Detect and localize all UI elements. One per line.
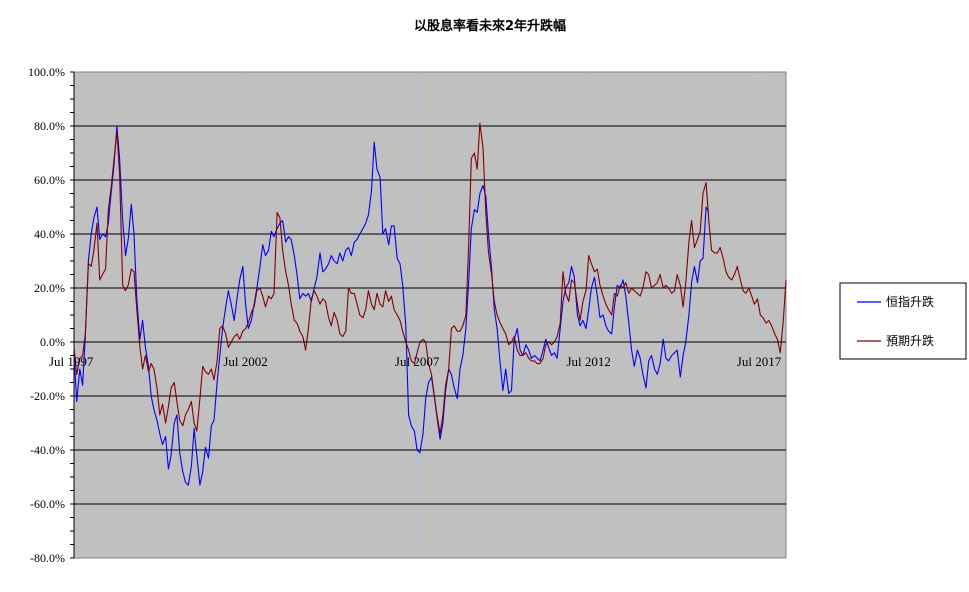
- y-tick-label: 20.0%: [34, 281, 65, 295]
- y-tick-label: -40.0%: [30, 443, 65, 457]
- y-tick-label: 80.0%: [34, 119, 65, 133]
- series-layer: [73, 122, 787, 486]
- y-tick-label: 100.0%: [28, 65, 65, 79]
- x-tick-label: Jul 2017: [737, 354, 782, 369]
- plot-area: [73, 71, 787, 559]
- legend-box: [839, 282, 967, 360]
- x-tick-label: Jul 2012: [566, 354, 610, 369]
- y-tick-label: 40.0%: [34, 227, 65, 241]
- series-line-hsi: [73, 125, 710, 486]
- legend-label-expected: 預期升跌: [886, 333, 934, 348]
- y-tick-label: -20.0%: [30, 389, 65, 403]
- x-tick-label: Jul 2007: [395, 354, 440, 369]
- legend-label-hsi: 恒指升跌: [886, 294, 934, 309]
- series-line-expected: [73, 122, 787, 435]
- x-axis: Jul 1997 Jul 2002 Jul 2007 Jul 2012 Jul 2017: [49, 341, 786, 369]
- y-tick-label: -60.0%: [30, 497, 65, 511]
- y-tick-label: 60.0%: [34, 173, 65, 187]
- y-tick-label: -80.0%: [30, 551, 65, 565]
- x-tick-label: Jul 2002: [223, 354, 267, 369]
- chart-title: 以股息率看未來2年升跌幅: [414, 18, 566, 34]
- y-tick-label: 0.0%: [40, 335, 65, 349]
- legend: 恒指升跌 預期升跌: [839, 282, 967, 360]
- x-tick-label: Jul 1997: [49, 354, 94, 369]
- y-axis: 100.0% 80.0% 60.0% 40.0% 20.0% 0.0% -20.0% -40.…: [28, 65, 75, 565]
